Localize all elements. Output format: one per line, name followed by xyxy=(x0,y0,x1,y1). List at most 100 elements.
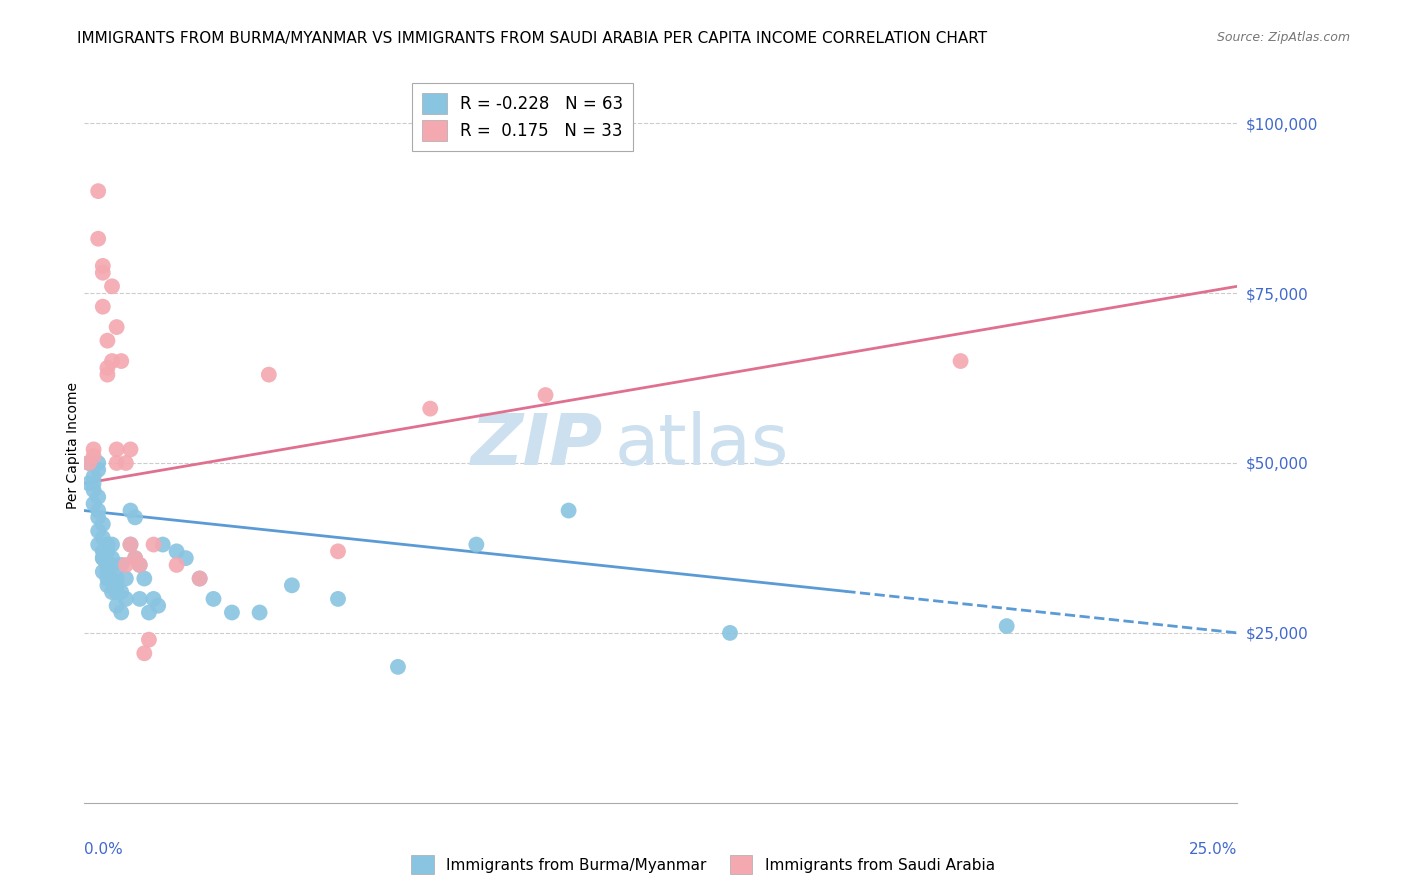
Point xyxy=(91,565,114,579)
Point xyxy=(249,606,271,620)
Point xyxy=(87,184,110,198)
Point xyxy=(110,354,132,368)
Point xyxy=(101,354,124,368)
Point xyxy=(91,266,114,280)
Point xyxy=(134,572,156,586)
Point xyxy=(152,537,174,551)
Point xyxy=(96,565,118,579)
Point xyxy=(96,578,118,592)
Point xyxy=(101,585,124,599)
Point xyxy=(77,456,100,470)
Point xyxy=(96,360,118,375)
Point xyxy=(142,537,165,551)
Point xyxy=(995,619,1018,633)
Point xyxy=(96,537,118,551)
Point xyxy=(105,320,128,334)
Point xyxy=(134,646,156,660)
Point xyxy=(105,442,128,457)
Point xyxy=(124,510,146,524)
Point xyxy=(281,578,304,592)
Point xyxy=(166,558,188,572)
Text: ZIP: ZIP xyxy=(471,411,603,481)
Point xyxy=(419,401,441,416)
Point xyxy=(87,537,110,551)
Text: Source: ZipAtlas.com: Source: ZipAtlas.com xyxy=(1216,31,1350,45)
Point xyxy=(101,279,124,293)
Point xyxy=(87,490,110,504)
Point xyxy=(221,606,243,620)
Point xyxy=(146,599,169,613)
Point xyxy=(83,469,105,483)
Point xyxy=(91,517,114,532)
Point xyxy=(77,456,100,470)
Point xyxy=(83,442,105,457)
Point xyxy=(87,510,110,524)
Point xyxy=(142,591,165,606)
Point xyxy=(110,558,132,572)
Point xyxy=(101,537,124,551)
Point xyxy=(138,606,160,620)
Point xyxy=(96,334,118,348)
Point xyxy=(91,531,114,545)
Point xyxy=(91,300,114,314)
Point xyxy=(120,537,142,551)
Point xyxy=(465,537,488,551)
Legend: Immigrants from Burma/Myanmar, Immigrants from Saudi Arabia: Immigrants from Burma/Myanmar, Immigrant… xyxy=(405,849,1001,880)
Point xyxy=(202,591,225,606)
Point xyxy=(91,551,114,566)
Text: IMMIGRANTS FROM BURMA/MYANMAR VS IMMIGRANTS FROM SAUDI ARABIA PER CAPITA INCOME : IMMIGRANTS FROM BURMA/MYANMAR VS IMMIGRA… xyxy=(77,31,987,46)
Text: 25.0%: 25.0% xyxy=(1189,842,1237,856)
Point xyxy=(718,626,741,640)
Point xyxy=(166,544,188,558)
Point xyxy=(120,537,142,551)
Point xyxy=(91,544,114,558)
Point xyxy=(105,578,128,592)
Point xyxy=(96,572,118,586)
Point xyxy=(124,551,146,566)
Point xyxy=(83,476,105,491)
Y-axis label: Per Capita Income: Per Capita Income xyxy=(66,383,80,509)
Point xyxy=(557,503,579,517)
Point xyxy=(110,585,132,599)
Point xyxy=(87,456,110,470)
Point xyxy=(128,558,150,572)
Legend: R = -0.228   N = 63, R =  0.175   N = 33: R = -0.228 N = 63, R = 0.175 N = 33 xyxy=(412,83,633,151)
Point xyxy=(115,456,138,470)
Point xyxy=(87,463,110,477)
Point xyxy=(534,388,557,402)
Point xyxy=(138,632,160,647)
Point xyxy=(188,572,211,586)
Point xyxy=(115,572,138,586)
Point xyxy=(83,483,105,498)
Point xyxy=(120,503,142,517)
Point xyxy=(105,456,128,470)
Point xyxy=(326,591,349,606)
Point xyxy=(96,558,118,572)
Point xyxy=(105,585,128,599)
Point xyxy=(105,572,128,586)
Point xyxy=(87,503,110,517)
Point xyxy=(110,606,132,620)
Point xyxy=(128,591,150,606)
Point xyxy=(77,476,100,491)
Point xyxy=(115,558,138,572)
Point xyxy=(128,558,150,572)
Point xyxy=(257,368,280,382)
Point xyxy=(101,558,124,572)
Point xyxy=(124,551,146,566)
Point xyxy=(91,259,114,273)
Point xyxy=(101,551,124,566)
Text: atlas: atlas xyxy=(614,411,789,481)
Point xyxy=(188,572,211,586)
Text: 0.0%: 0.0% xyxy=(84,842,124,856)
Point xyxy=(174,551,197,566)
Point xyxy=(83,449,105,463)
Point xyxy=(949,354,972,368)
Point xyxy=(105,599,128,613)
Point xyxy=(101,572,124,586)
Point xyxy=(115,591,138,606)
Point xyxy=(326,544,349,558)
Point xyxy=(96,368,118,382)
Point xyxy=(96,544,118,558)
Point xyxy=(83,497,105,511)
